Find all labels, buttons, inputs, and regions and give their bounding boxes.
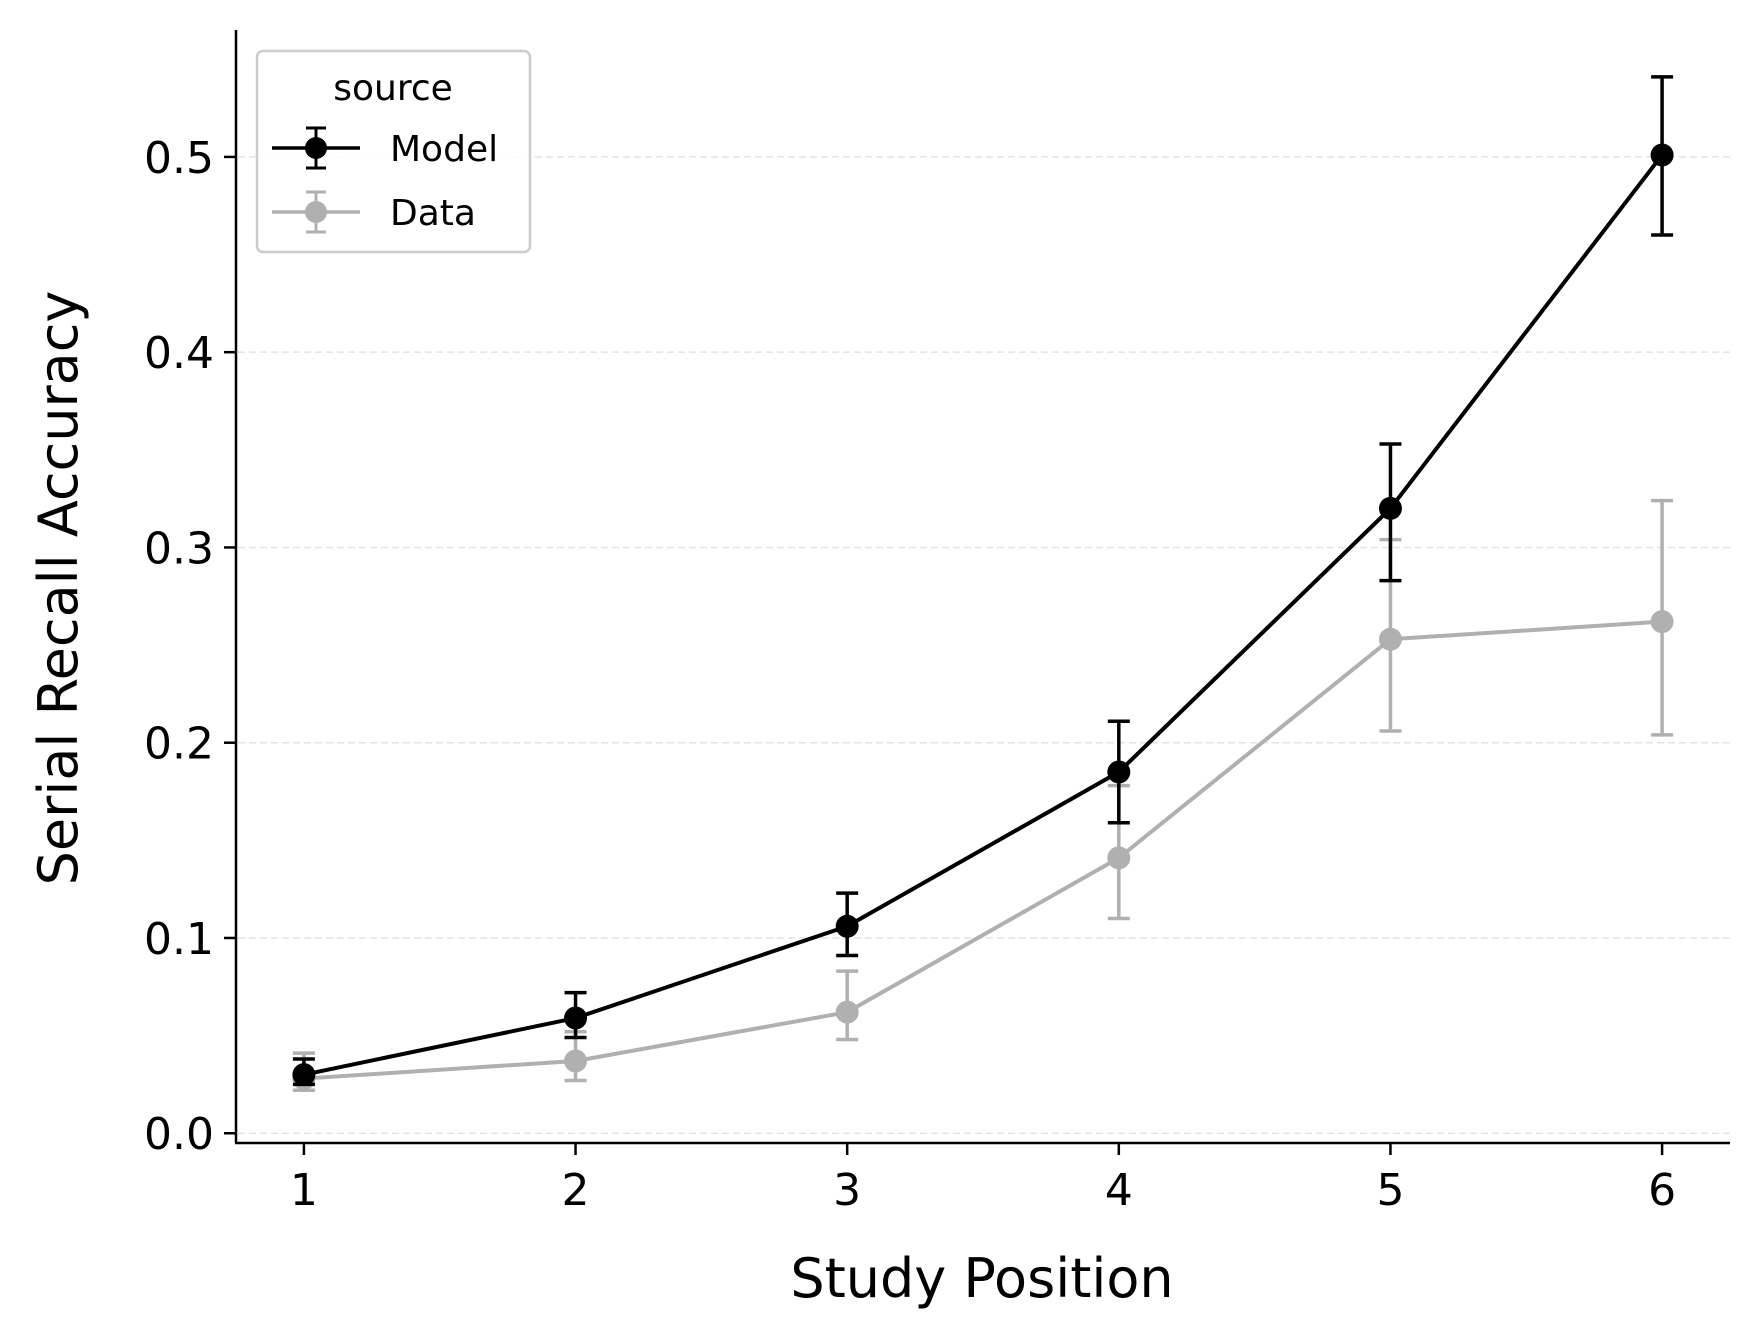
- axes: [234, 30, 1730, 1145]
- data-point: [1107, 846, 1131, 870]
- data-point: [1650, 610, 1674, 634]
- model-point: [835, 914, 859, 938]
- x-tick-label: 4: [1105, 1165, 1133, 1216]
- legend-title: source: [333, 68, 453, 109]
- y-tick-label: 0.5: [144, 133, 214, 184]
- x-tick-label: 6: [1648, 1165, 1676, 1216]
- legend-marker-model: [305, 137, 327, 159]
- y-tick-label: 0.0: [144, 1109, 214, 1160]
- y-tick-label: 0.3: [144, 523, 214, 574]
- series-layer: [292, 75, 1674, 1093]
- y-tick-label: 0.1: [144, 914, 214, 965]
- series-model: [292, 75, 1674, 1087]
- y-axis-title: Serial Recall Accuracy: [27, 291, 90, 886]
- model-line: [303, 153, 1664, 1077]
- model-point: [292, 1063, 316, 1087]
- x-tick-label: 1: [290, 1165, 318, 1216]
- x-tick-label: 5: [1376, 1165, 1404, 1216]
- x-axis-title: Study Position: [790, 1247, 1173, 1310]
- model-point: [1378, 496, 1402, 520]
- x-tick-label: 3: [833, 1165, 861, 1216]
- legend-entry-data: Data: [272, 190, 476, 234]
- legend-label-data: Data: [390, 193, 476, 234]
- legend-label-model: Model: [390, 129, 498, 170]
- legend-marker-data: [305, 201, 327, 223]
- model-point: [564, 1006, 588, 1030]
- grid-lines: [238, 156, 1730, 1134]
- data-point: [835, 1000, 859, 1024]
- model-point: [1107, 760, 1131, 784]
- legend: source Model Data: [255, 49, 532, 254]
- y-tick-label: 0.2: [144, 719, 214, 770]
- legend-entry-model: Model: [272, 126, 498, 170]
- ticks: 0.0 0.1 0.2 0.3 0.4 0.5 1 2 3 4 5 6: [144, 133, 1676, 1216]
- y-tick-label: 0.4: [144, 328, 214, 379]
- legend-frame: [255, 49, 532, 254]
- data-point: [1378, 627, 1402, 651]
- model-point: [1650, 143, 1674, 167]
- data-line: [303, 619, 1663, 1081]
- x-tick-label: 2: [562, 1165, 590, 1216]
- data-point: [564, 1049, 588, 1073]
- series-data: [292, 498, 1674, 1093]
